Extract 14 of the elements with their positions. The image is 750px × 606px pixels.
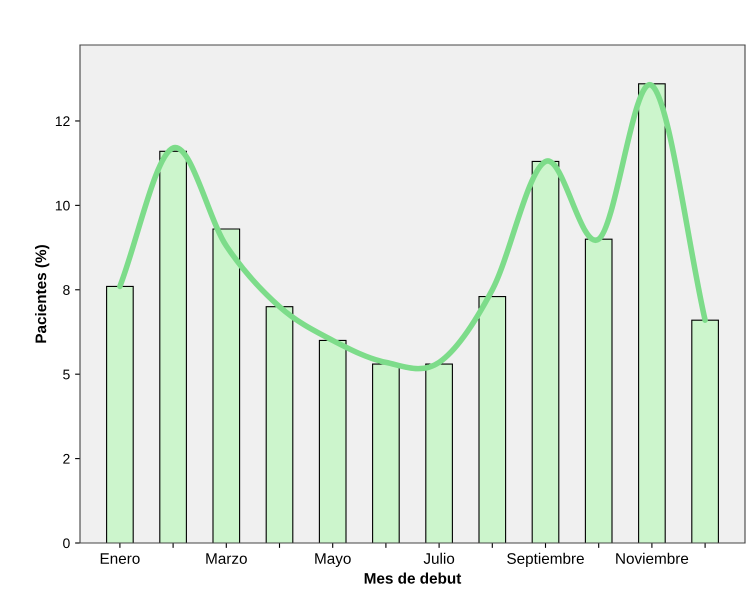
y-tick-label: 10 xyxy=(56,200,70,211)
x-tick-label: Julio xyxy=(424,552,454,564)
x-tick-label: Septiembre xyxy=(507,552,584,567)
y-tick-label: 2 xyxy=(63,454,70,464)
y-tick-label: 0 xyxy=(63,538,70,548)
y-axis-title: Pacientes (%) xyxy=(35,245,50,343)
x-tick-label: Enero xyxy=(100,553,140,564)
y-tick-label: 12 xyxy=(56,116,70,126)
x-tick-label: Noviembre xyxy=(616,552,688,564)
x-axis-title: Mes de debut xyxy=(364,572,462,584)
y-tick-label: 8 xyxy=(63,285,70,295)
y-tick-label: 5 xyxy=(63,370,70,380)
x-tick-label: Marzo xyxy=(206,553,247,564)
x-tick-label: Mayo xyxy=(315,553,351,567)
